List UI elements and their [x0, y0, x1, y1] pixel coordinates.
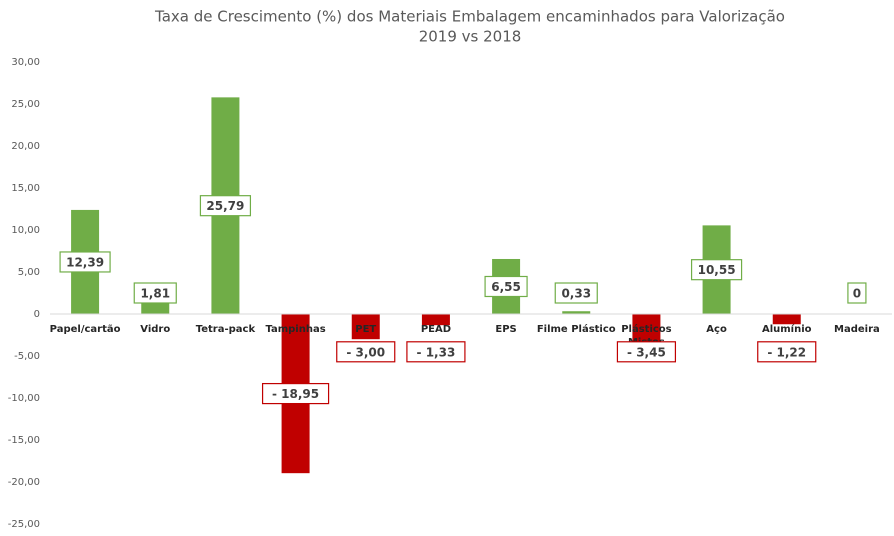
value-label-box: [406, 341, 466, 363]
y-tick-label: -5,00: [14, 351, 40, 362]
x-tick-label: Filme Plástico: [537, 323, 616, 335]
y-tick-label: 15,00: [11, 183, 40, 194]
chart-subtitle: 2019 vs 2018: [419, 28, 522, 46]
value-label: 0: [853, 287, 861, 301]
bar: [421, 314, 450, 326]
x-tick-label: Alumínio: [762, 323, 812, 335]
value-label: 10,55: [698, 263, 736, 277]
y-tick-label: 20,00: [11, 141, 40, 152]
value-label-box: [199, 195, 252, 217]
x-tick-label: Madeira: [834, 324, 880, 335]
y-tick-label: -10,00: [8, 393, 40, 404]
value-label-box: [690, 259, 743, 281]
y-tick-label: -15,00: [8, 435, 40, 446]
value-label-box: [336, 341, 396, 363]
bar: [772, 314, 801, 325]
x-tick-label: PET: [355, 324, 376, 335]
value-label: - 1,33: [417, 345, 456, 359]
x-tick-label: Tampinhas: [265, 324, 325, 335]
y-tick-label: 30,00: [11, 57, 40, 68]
value-label-box: [616, 341, 677, 363]
y-tick-label: 10,00: [11, 225, 40, 236]
y-tick-label: 25,00: [11, 99, 40, 110]
x-tick-label: Aço: [706, 324, 727, 335]
value-label: - 1,22: [767, 345, 806, 359]
value-label-box: [554, 282, 598, 304]
x-tick-label: Papel/cartão: [50, 324, 121, 335]
value-label-box: [757, 341, 817, 363]
value-label: 25,79: [206, 199, 244, 213]
bar: [351, 314, 380, 340]
value-label: 0,33: [561, 287, 591, 301]
value-label-box: [59, 251, 111, 273]
value-label: - 3,45: [627, 345, 666, 359]
value-label-box: [847, 282, 867, 304]
y-tick-label: -25,00: [8, 519, 40, 530]
bar: [562, 311, 591, 314]
x-tick-label: Tetra-pack: [196, 324, 256, 335]
value-label: 1,81: [140, 287, 170, 301]
x-tick-label: Vidro: [140, 324, 170, 335]
y-tick-label: 5,00: [18, 267, 40, 278]
value-label: - 3,00: [346, 345, 385, 359]
value-label: - 18,95: [272, 387, 319, 401]
value-label-box: [484, 275, 528, 298]
y-tick-label: -20,00: [8, 477, 40, 488]
x-tick-label: PEAD: [421, 324, 451, 335]
y-tick-label: 0: [34, 309, 40, 320]
value-label: 12,39: [66, 255, 104, 269]
value-label: 6,55: [491, 280, 521, 294]
value-label-box: [261, 382, 330, 405]
value-label-box: [133, 282, 177, 304]
x-tick-label: EPS: [495, 324, 516, 335]
chart-title: Taxa de Crescimento (%) dos Materiais Em…: [154, 8, 785, 26]
bar: [632, 314, 661, 343]
